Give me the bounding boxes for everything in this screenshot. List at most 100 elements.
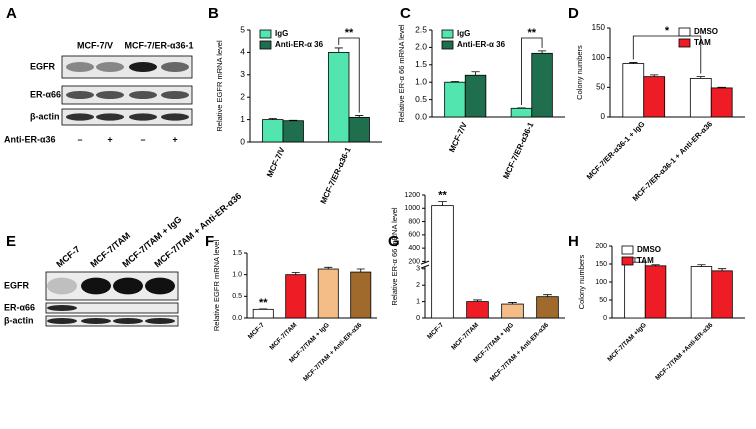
legend-label: IgG bbox=[457, 29, 470, 38]
legend-swatch bbox=[621, 245, 634, 255]
significance: * bbox=[665, 25, 670, 37]
blot-band bbox=[113, 318, 143, 324]
significance-bracket bbox=[632, 35, 702, 74]
blot-row-label: β-actin bbox=[4, 315, 34, 325]
x-tick-label: MCF-7/TAM bbox=[450, 322, 480, 352]
y-tick-label: 1 bbox=[416, 298, 420, 305]
y-axis-label: Colony numbers bbox=[577, 254, 586, 309]
y-tick-label: 2.0 bbox=[415, 42, 427, 52]
bar bbox=[285, 274, 307, 319]
y-tick-label: 200 bbox=[408, 258, 420, 265]
panel-label: A bbox=[6, 5, 17, 22]
bar bbox=[690, 266, 713, 319]
bar bbox=[350, 271, 372, 319]
legend-swatch bbox=[441, 40, 454, 50]
x-tick-label: MCF-7/ER-α36-1 + IgG bbox=[585, 119, 647, 181]
error-bar bbox=[291, 272, 300, 275]
legend-label: TAM bbox=[637, 256, 654, 265]
bar bbox=[643, 76, 666, 118]
error-bar bbox=[450, 81, 460, 83]
bar bbox=[644, 265, 667, 319]
legend-swatch bbox=[621, 256, 634, 266]
panel-label: G bbox=[388, 233, 400, 250]
blot-band bbox=[47, 277, 77, 295]
blot-band bbox=[129, 90, 157, 100]
error-bar bbox=[508, 302, 517, 305]
legend-swatch bbox=[441, 29, 454, 39]
significance-bracket bbox=[521, 37, 543, 105]
legend-label: DMSO bbox=[694, 27, 718, 36]
significance: ** bbox=[527, 27, 536, 39]
treatment-sign: + bbox=[172, 134, 177, 144]
legend-label: TAM bbox=[694, 38, 711, 47]
bar bbox=[252, 308, 274, 319]
axis-break bbox=[420, 264, 430, 269]
blot-band bbox=[47, 318, 77, 324]
y-tick-label: 4 bbox=[240, 47, 245, 57]
blot-band bbox=[161, 90, 189, 100]
error-bar bbox=[717, 268, 727, 271]
blot-band bbox=[66, 90, 94, 100]
x-tick-label: MCF-7/ER-α36-1 bbox=[501, 120, 535, 180]
y-axis-label: Relative ER-α 66 mRNA level bbox=[397, 24, 406, 122]
legend-label: DMSO bbox=[637, 245, 661, 254]
y-axis-label: Relative EGFR mRNA level bbox=[215, 40, 224, 132]
y-tick-label: 100 bbox=[592, 53, 606, 62]
bar bbox=[711, 270, 733, 319]
error-bar bbox=[471, 71, 480, 76]
y-tick-label: 600 bbox=[408, 232, 420, 239]
blot-band bbox=[66, 62, 94, 72]
bar bbox=[510, 107, 533, 118]
y-tick-label: 1.5 bbox=[232, 250, 242, 257]
significance: ** bbox=[259, 297, 268, 309]
y-tick-label: 0 bbox=[416, 315, 420, 322]
bar bbox=[431, 205, 454, 319]
y-tick-label: 0.0 bbox=[232, 315, 242, 322]
error-bar bbox=[473, 299, 482, 302]
y-tick-label: 0.5 bbox=[415, 94, 427, 104]
error-bar bbox=[334, 47, 343, 53]
panel-label: B bbox=[208, 5, 219, 22]
bar bbox=[501, 303, 524, 319]
treatment-sign: + bbox=[107, 134, 112, 144]
error-bar bbox=[268, 118, 277, 120]
bar bbox=[536, 296, 559, 319]
x-tick-label: MCF-7/V bbox=[447, 120, 469, 153]
panel-label: F bbox=[205, 233, 214, 250]
y-tick-label: 3 bbox=[240, 69, 245, 79]
blot-band bbox=[161, 62, 189, 72]
legend-label: Anti-ER-α 36 bbox=[457, 40, 506, 49]
blot-band bbox=[96, 62, 124, 72]
bar bbox=[262, 119, 284, 143]
axis-break bbox=[420, 260, 430, 265]
blot-band bbox=[96, 90, 124, 100]
panel-label: C bbox=[400, 5, 411, 22]
bar bbox=[348, 116, 370, 143]
blot-band bbox=[47, 305, 77, 311]
blot-box bbox=[61, 55, 193, 79]
error-bar bbox=[355, 115, 364, 118]
y-tick-label: 1.0 bbox=[232, 272, 242, 279]
blot-band bbox=[129, 62, 157, 72]
y-tick-label: 2 bbox=[240, 91, 245, 101]
x-tick-label: MCF-7/TAM bbox=[268, 322, 298, 352]
blot-band bbox=[113, 277, 143, 295]
blot-band bbox=[96, 113, 124, 121]
y-tick-label: 0 bbox=[240, 136, 245, 146]
bar bbox=[689, 78, 712, 118]
blot-band bbox=[145, 277, 175, 295]
significance-bracket bbox=[338, 37, 360, 113]
bar bbox=[282, 120, 304, 143]
legend-swatch bbox=[259, 29, 272, 39]
y-tick-label: 1200 bbox=[404, 192, 420, 199]
blot-column-label: MCF-7 bbox=[54, 244, 81, 269]
error-bar bbox=[324, 266, 333, 270]
y-tick-label: 1000 bbox=[404, 205, 420, 212]
error-bar bbox=[717, 86, 726, 88]
blot-column-label: MCF-7/V bbox=[77, 40, 113, 50]
blot-row-label: EGFR bbox=[30, 61, 56, 71]
error-bar bbox=[651, 264, 660, 266]
y-tick-label: 2 bbox=[416, 282, 420, 289]
y-tick-label: 150 bbox=[595, 261, 607, 268]
